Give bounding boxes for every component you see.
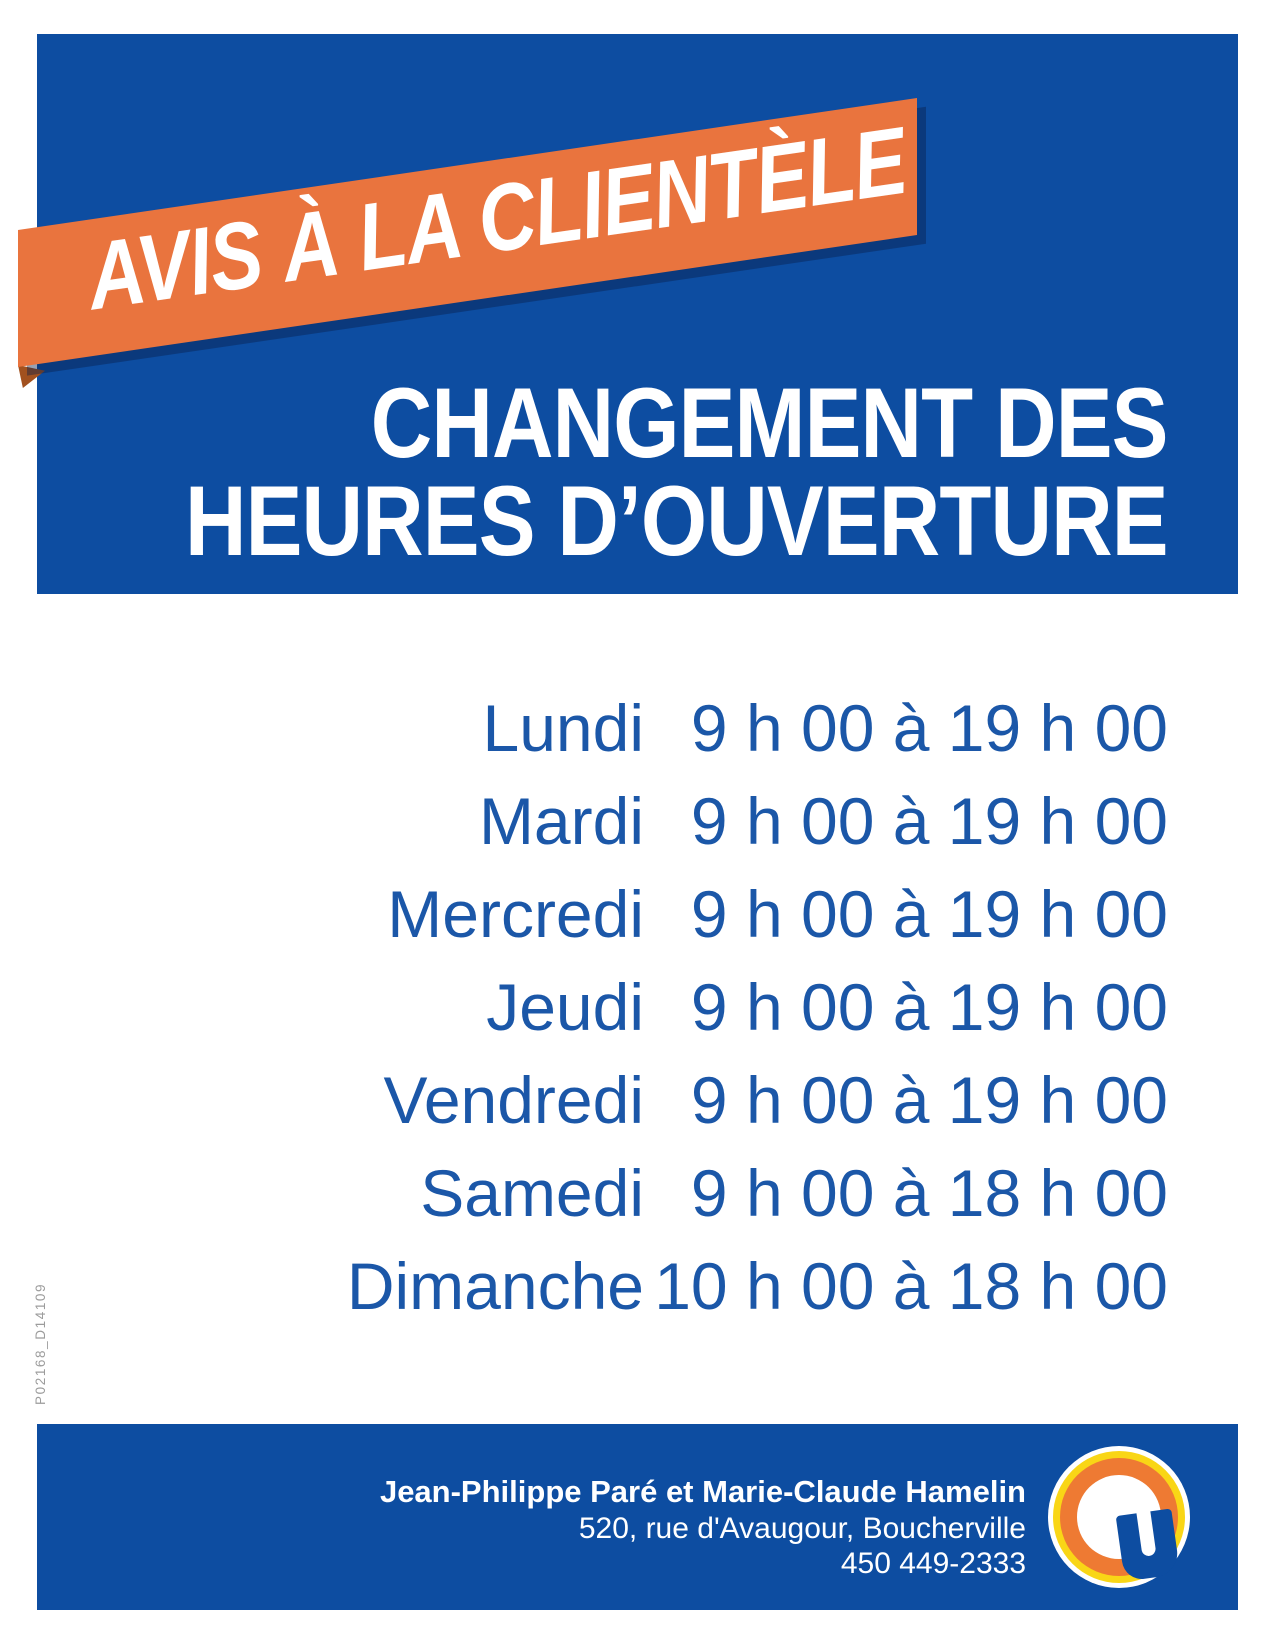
hours-value: 9 h 00 à 19 h 00 [690, 969, 1168, 1044]
table-row: Samedi 9 h 00 à 18 h 00 [37, 1146, 1168, 1239]
pharmacy-u-logo-icon [1048, 1446, 1190, 1588]
table-row: Jeudi 9 h 00 à 19 h 00 [37, 960, 1168, 1053]
day-label: Vendredi [383, 1062, 644, 1137]
day-label: Jeudi [486, 969, 644, 1044]
hours-value: 10 h 00 à 18 h 00 [654, 1248, 1168, 1323]
table-row: Mercredi 9 h 00 à 19 h 00 [37, 867, 1168, 960]
table-row: Lundi 9 h 00 à 19 h 00 [37, 681, 1169, 774]
hours-value: 9 h 00 à 18 h 00 [690, 1155, 1168, 1230]
hours-value: 9 h 00 à 19 h 00 [690, 1062, 1168, 1137]
page-title-line2: HEURES D’OUVERTURE [185, 465, 1169, 576]
logo-u-notch [1136, 1508, 1157, 1557]
production-code: P02168_D14109 [33, 1282, 48, 1405]
day-label: Mercredi [387, 876, 644, 951]
hours-value: 9 h 00 à 19 h 00 [690, 876, 1168, 951]
day-label: Dimanche [346, 1248, 644, 1323]
phone-number: 450 449-2333 [840, 1547, 1026, 1580]
day-label: Samedi [420, 1155, 644, 1230]
page-title: CHANGEMENT DES HEURES D’OUVERTURE [25, 367, 1169, 576]
table-row: Dimanche 10 h 00 à 18 h 00 [37, 1239, 1168, 1332]
owners-names: Jean-Philippe Paré et Marie-Claude Hamel… [379, 1474, 1026, 1509]
street-address: 520, rue d'Avaugour, Boucherville [578, 1512, 1026, 1545]
hours-value: 9 h 00 à 19 h 00 [690, 690, 1168, 765]
footer-contact-block: Jean-Philippe Paré et Marie-Claude Hamel… [380, 1473, 1026, 1581]
table-row: Mardi 9 h 00 à 19 h 00 [37, 774, 1168, 867]
footer-blue-panel [37, 1424, 1238, 1610]
day-label: Lundi [482, 690, 645, 765]
hours-value: 9 h 00 à 19 h 00 [690, 783, 1168, 858]
table-row: Vendredi 9 h 00 à 19 h 00 [37, 1053, 1168, 1146]
logo-white-disc [1077, 1475, 1181, 1582]
opening-hours-table: Lundi 9 h 00 à 19 h 00 Mardi 9 h 00 à 19… [37, 681, 1168, 1332]
logo-u-glyph [1115, 1508, 1181, 1582]
day-label: Mardi [478, 783, 644, 858]
page-title-line1: CHANGEMENT DES [371, 367, 1169, 478]
